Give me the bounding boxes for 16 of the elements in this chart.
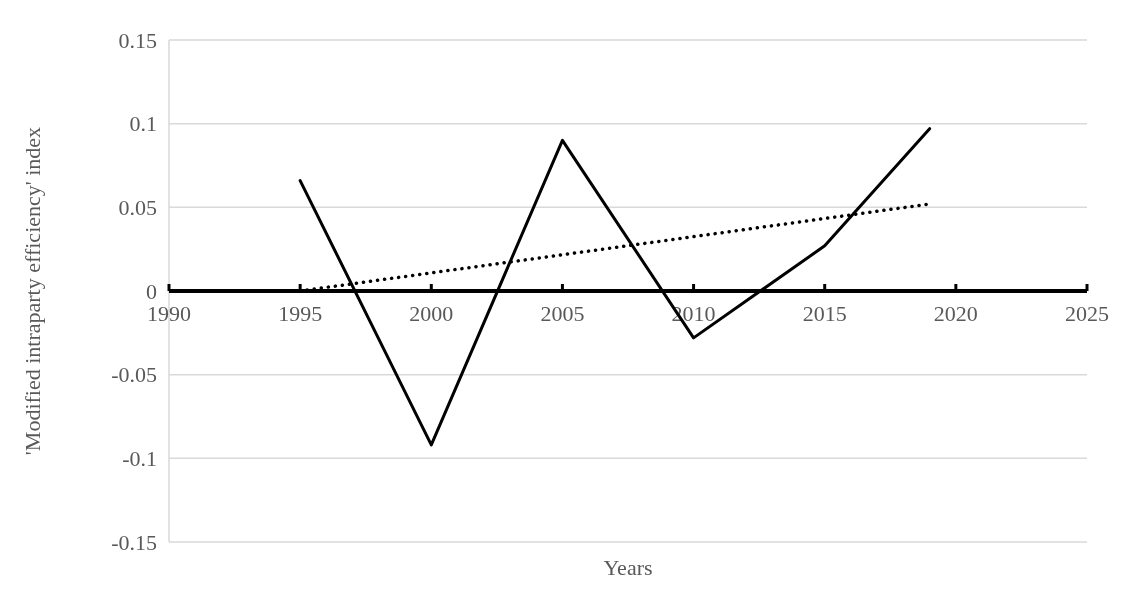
x-tick-label: 1995 <box>278 301 323 326</box>
x-tick-label: 2005 <box>540 301 585 326</box>
y-tick-label: -0.15 <box>111 529 157 555</box>
x-tick-label: 1990 <box>147 301 191 326</box>
y-axis-title: 'Modified intraparty efficiency' index <box>20 126 45 456</box>
y-tick-label: 0.05 <box>118 195 157 221</box>
x-tick-label: 2020 <box>933 301 978 326</box>
y-tick-label: 0 <box>146 278 157 304</box>
x-tick-label: 2025 <box>1065 301 1109 326</box>
x-tick-label: 2015 <box>802 301 847 326</box>
y-tick-label: 0.1 <box>129 111 157 137</box>
y-tick-label: -0.1 <box>122 446 157 472</box>
y-tick-label: 0.15 <box>118 27 157 53</box>
x-axis-title: Years <box>603 555 653 580</box>
y-tick-label: -0.05 <box>111 362 157 388</box>
x-tick-label: 2000 <box>409 301 454 326</box>
